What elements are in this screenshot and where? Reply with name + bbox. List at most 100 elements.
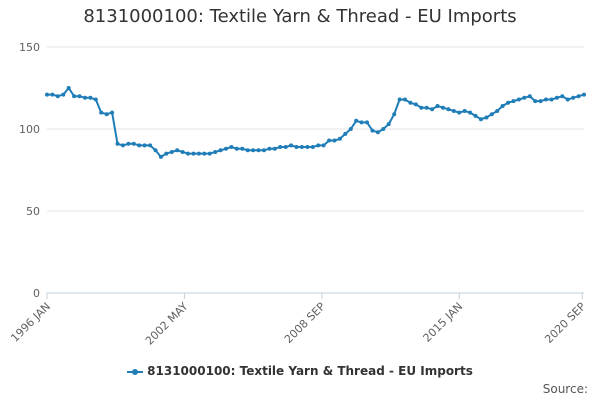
- data-point[interactable]: [115, 141, 120, 146]
- data-point[interactable]: [169, 150, 174, 154]
- data-point[interactable]: [419, 105, 424, 110]
- data-point[interactable]: [478, 117, 483, 122]
- data-point[interactable]: [468, 110, 473, 115]
- data-point[interactable]: [565, 97, 570, 102]
- data-point[interactable]: [462, 109, 467, 113]
- data-point[interactable]: [66, 86, 71, 90]
- data-point[interactable]: [500, 104, 505, 108]
- data-point[interactable]: [186, 151, 190, 156]
- data-point[interactable]: [413, 102, 418, 107]
- data-point[interactable]: [234, 146, 239, 151]
- data-point[interactable]: [516, 97, 521, 102]
- data-point[interactable]: [256, 148, 261, 153]
- data-point[interactable]: [430, 107, 435, 112]
- data-point[interactable]: [457, 110, 462, 115]
- data-point[interactable]: [99, 110, 104, 115]
- data-point[interactable]: [571, 95, 576, 100]
- data-point[interactable]: [403, 97, 407, 102]
- data-point[interactable]: [451, 109, 456, 113]
- data-point[interactable]: [148, 143, 153, 148]
- data-point[interactable]: [424, 105, 429, 110]
- data-point[interactable]: [343, 131, 348, 136]
- data-point[interactable]: [554, 95, 559, 100]
- data-point[interactable]: [375, 130, 380, 135]
- data-point[interactable]: [240, 146, 245, 151]
- data-point[interactable]: [131, 141, 136, 146]
- data-point[interactable]: [137, 143, 142, 148]
- data-point[interactable]: [441, 105, 445, 110]
- data-point[interactable]: [202, 151, 207, 156]
- data-point[interactable]: [88, 95, 93, 100]
- data-point[interactable]: [50, 92, 55, 97]
- data-point[interactable]: [142, 143, 147, 148]
- data-point[interactable]: [77, 94, 82, 99]
- data-point[interactable]: [278, 145, 283, 149]
- data-point[interactable]: [175, 148, 180, 153]
- data-point[interactable]: [408, 100, 413, 105]
- data-point[interactable]: [83, 95, 87, 100]
- data-point[interactable]: [522, 95, 527, 100]
- data-point[interactable]: [511, 99, 516, 104]
- data-point[interactable]: [397, 97, 402, 102]
- data-point[interactable]: [484, 115, 489, 120]
- data-point[interactable]: [213, 150, 218, 154]
- data-point[interactable]: [310, 145, 315, 149]
- data-point[interactable]: [582, 92, 586, 97]
- data-point[interactable]: [549, 97, 554, 102]
- data-point[interactable]: [224, 146, 228, 151]
- data-point[interactable]: [110, 110, 115, 115]
- data-point[interactable]: [327, 138, 332, 143]
- data-point[interactable]: [544, 97, 548, 102]
- data-point[interactable]: [392, 112, 397, 117]
- data-point[interactable]: [196, 151, 201, 156]
- data-point[interactable]: [158, 154, 163, 159]
- data-point[interactable]: [164, 151, 169, 156]
- data-point[interactable]: [218, 148, 223, 153]
- data-point[interactable]: [72, 94, 77, 99]
- data-point[interactable]: [386, 122, 391, 127]
- data-point[interactable]: [370, 128, 375, 133]
- data-point[interactable]: [262, 148, 266, 153]
- data-point[interactable]: [316, 143, 321, 148]
- data-point[interactable]: [381, 127, 386, 131]
- data-point[interactable]: [359, 120, 364, 125]
- data-point[interactable]: [446, 107, 451, 112]
- data-point[interactable]: [207, 151, 212, 156]
- data-point[interactable]: [435, 104, 440, 108]
- data-point[interactable]: [305, 145, 310, 149]
- data-point[interactable]: [267, 146, 272, 151]
- data-point[interactable]: [229, 145, 234, 149]
- data-point[interactable]: [294, 145, 299, 149]
- data-point[interactable]: [289, 143, 294, 148]
- data-point[interactable]: [533, 99, 538, 104]
- data-point[interactable]: [495, 109, 500, 113]
- data-point[interactable]: [576, 94, 581, 99]
- data-point[interactable]: [321, 143, 326, 148]
- data-point[interactable]: [283, 145, 288, 149]
- data-point[interactable]: [272, 146, 277, 151]
- data-point[interactable]: [104, 112, 109, 117]
- data-point[interactable]: [93, 97, 98, 102]
- data-point[interactable]: [473, 113, 478, 118]
- data-point[interactable]: [332, 138, 337, 143]
- data-point[interactable]: [538, 99, 543, 104]
- legend[interactable]: 8131000100: Textile Yarn & Thread - EU I…: [0, 364, 600, 378]
- data-point[interactable]: [354, 118, 359, 123]
- data-point[interactable]: [527, 94, 532, 99]
- data-point[interactable]: [337, 136, 342, 141]
- data-point[interactable]: [365, 120, 369, 125]
- data-point[interactable]: [560, 94, 565, 99]
- data-point[interactable]: [126, 141, 131, 146]
- data-point[interactable]: [55, 94, 60, 99]
- data-point[interactable]: [61, 92, 66, 97]
- data-point[interactable]: [180, 150, 185, 154]
- data-point[interactable]: [348, 127, 353, 131]
- data-point[interactable]: [45, 92, 49, 97]
- data-point[interactable]: [299, 145, 304, 149]
- data-point[interactable]: [191, 151, 196, 156]
- data-point[interactable]: [251, 148, 256, 153]
- data-point[interactable]: [506, 100, 511, 105]
- data-point[interactable]: [120, 143, 125, 148]
- data-point[interactable]: [245, 148, 250, 153]
- data-point[interactable]: [489, 112, 494, 117]
